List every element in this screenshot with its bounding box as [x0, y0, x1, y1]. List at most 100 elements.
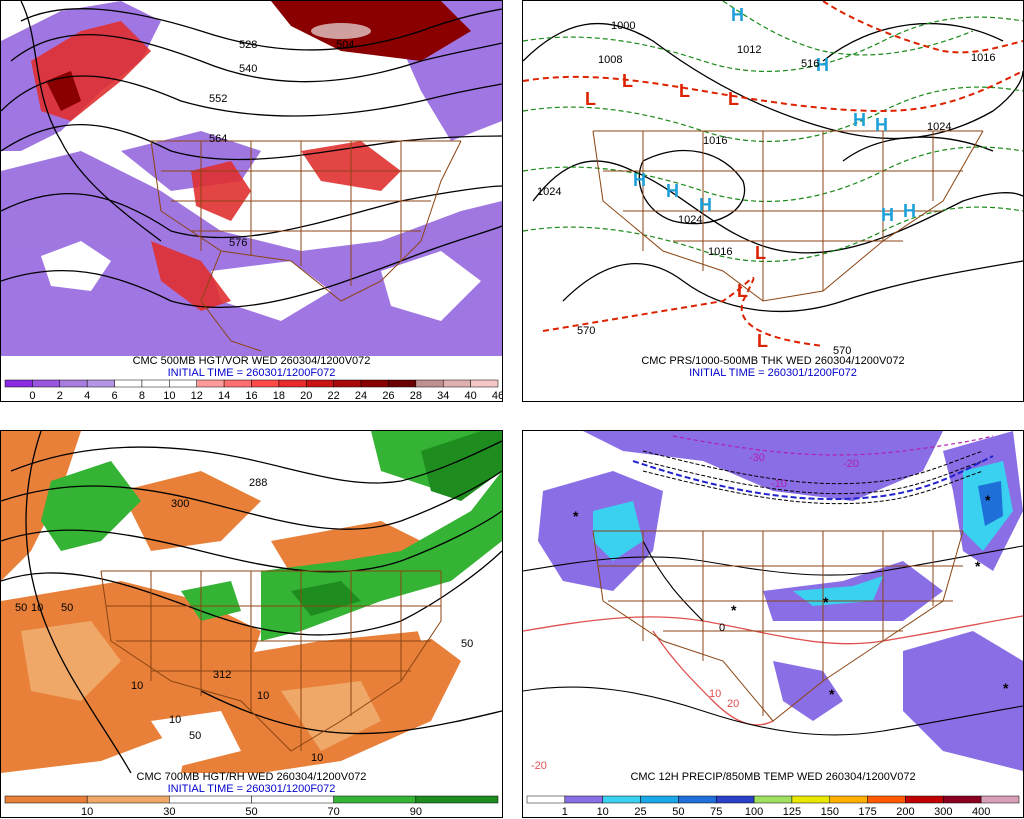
- contour-label: 1024: [537, 186, 561, 198]
- contour-label: 0: [719, 622, 725, 634]
- colorbar-tick-label: 50: [245, 806, 257, 817]
- panel-500mb-vorticity: 528 540 552 564 576 504 CMC 500MB HGT/VO…: [0, 0, 503, 402]
- colorbar-swatch: [564, 795, 603, 804]
- colorbar-swatch: [980, 795, 1020, 804]
- colorbar-swatch: [333, 379, 362, 388]
- colorbar-swatch: [86, 379, 115, 388]
- colorbar-tick-label: 90: [410, 806, 422, 817]
- colorbar-tick-label: 400: [972, 806, 990, 817]
- colorbar-tick-label: 4: [84, 390, 90, 401]
- contour-label: 10: [31, 602, 43, 614]
- init-time: INITIAL TIME = 260301/1200F072: [689, 367, 857, 379]
- contour-label: 540: [239, 63, 257, 75]
- high-pressure-marker: H: [633, 170, 646, 190]
- contour-label: 576: [229, 237, 247, 249]
- colorbar-tick-label: 1: [562, 806, 568, 817]
- contour-label: 50: [61, 602, 73, 614]
- contour-label: 312: [213, 669, 231, 681]
- high-pressure-marker: H: [881, 205, 894, 225]
- contour-label: -10: [771, 478, 787, 490]
- colorbar-tick-label: 10: [81, 806, 93, 817]
- contour-label: 1008: [598, 54, 622, 66]
- colorbar-swatch: [4, 795, 88, 804]
- panel-700mb-rh: 288 300 312 50 10 50 10 10 50 10 10 50 C…: [0, 430, 503, 818]
- colorbar-swatch: [678, 795, 717, 804]
- init-time: INITIAL TIME = 260301/1200F072: [167, 367, 336, 379]
- contour-label: 1000: [611, 20, 635, 32]
- colorbar-swatch: [86, 795, 170, 804]
- contour-label: 552: [209, 93, 227, 105]
- colorbar-swatch: [905, 795, 944, 804]
- colorbar-swatch: [251, 795, 334, 804]
- colorbar-swatch: [59, 379, 88, 388]
- contour-label: 516: [801, 58, 819, 70]
- colorbar-swatch: [943, 795, 982, 804]
- colorbar-precip: 1 10 25 50 75 100 125 150 175 200 300 400: [523, 795, 1023, 817]
- colorbar-swatch: [470, 379, 499, 388]
- map-500mb-vorticity: 528 540 552 564 576 504: [1, 1, 502, 356]
- colorbar-tick-label: 100: [745, 806, 763, 817]
- colorbar-tick-label: 18: [273, 390, 285, 401]
- colorbar-swatch: [169, 379, 197, 388]
- colorbar-swatch: [114, 379, 143, 388]
- svg-text:*: *: [829, 686, 835, 702]
- colorbar-swatch: [32, 379, 61, 388]
- low-pressure-marker: L: [755, 243, 766, 263]
- high-pressure-marker: H: [699, 195, 712, 215]
- colorbar-tick-label: 22: [328, 390, 340, 401]
- colorbar-swatch: [753, 795, 793, 804]
- colorbar-tick-label: 6: [111, 390, 117, 401]
- colorbar-tick-label: 12: [191, 390, 203, 401]
- colorbar-tick-label: 30: [163, 806, 175, 817]
- contour-label: 1024: [678, 214, 702, 226]
- colorbar-swatch: [141, 379, 170, 388]
- colorbar-swatch: [415, 379, 444, 388]
- contour-label: 1016: [708, 246, 732, 258]
- colorbar-swatch: [640, 795, 679, 804]
- panel-caption: CMC PRS/1000-500MB THK WED 260304/1200V0…: [641, 355, 905, 367]
- colorbar-tick-label: 24: [355, 390, 367, 401]
- low-pressure-marker: L: [679, 81, 690, 101]
- contour-label: 20: [727, 698, 739, 710]
- colorbar-tick-label: 200: [896, 806, 914, 817]
- colorbar-swatch: [306, 379, 334, 388]
- colorbar-swatch: [829, 795, 868, 804]
- contour-label: 564: [209, 133, 227, 145]
- contour-label: 50: [461, 638, 473, 650]
- contour-label: 10: [709, 688, 721, 700]
- colorbar-tick-label: 40: [464, 390, 476, 401]
- high-pressure-marker: H: [853, 110, 866, 130]
- colorbar-rh: 10 30 50 70 90: [1, 795, 502, 817]
- colorbar-swatch: [333, 795, 417, 804]
- contour-label: 570: [577, 325, 595, 337]
- contour-label: 1024: [927, 121, 951, 133]
- panel-precip-850temp: * * * * * * * -30 -20 -10 0 10 20 -20 CM…: [522, 430, 1024, 818]
- colorbar-swatch: [4, 379, 33, 388]
- high-pressure-marker: H: [903, 201, 916, 221]
- colorbar-swatch: [360, 379, 389, 388]
- low-pressure-marker: L: [737, 281, 748, 301]
- low-pressure-marker: L: [585, 89, 596, 109]
- map-precip-850temp: * * * * * * * -30 -20 -10 0 10 20 -20: [523, 431, 1023, 771]
- colorbar-tick-label: 16: [245, 390, 257, 401]
- colorbar-tick-label: 8: [139, 390, 145, 401]
- contour-label: -20: [531, 760, 547, 771]
- colorbar-tick-label: 28: [410, 390, 422, 401]
- colorbar-tick-label: 175: [858, 806, 876, 817]
- svg-text:*: *: [1003, 680, 1009, 696]
- colorbar-swatch: [867, 795, 906, 804]
- contour-label: -30: [749, 452, 765, 464]
- high-pressure-marker: H: [816, 55, 829, 75]
- high-pressure-marker: H: [731, 5, 744, 25]
- high-pressure-marker: H: [875, 115, 888, 135]
- colorbar-swatch: [715, 795, 755, 804]
- colorbar-tick-label: 150: [821, 806, 839, 817]
- low-pressure-marker: L: [622, 71, 633, 91]
- colorbar-swatch: [278, 379, 307, 388]
- map-mslp-thickness: H H H H H H H H H L L L L L L L 1000 100…: [523, 1, 1023, 356]
- colorbar-swatch: [791, 795, 831, 804]
- colorbar-tick-label: 25: [634, 806, 646, 817]
- colorbar-swatch: [251, 379, 280, 388]
- colorbar-tick-label: 20: [300, 390, 312, 401]
- contour-label: 10: [311, 752, 323, 764]
